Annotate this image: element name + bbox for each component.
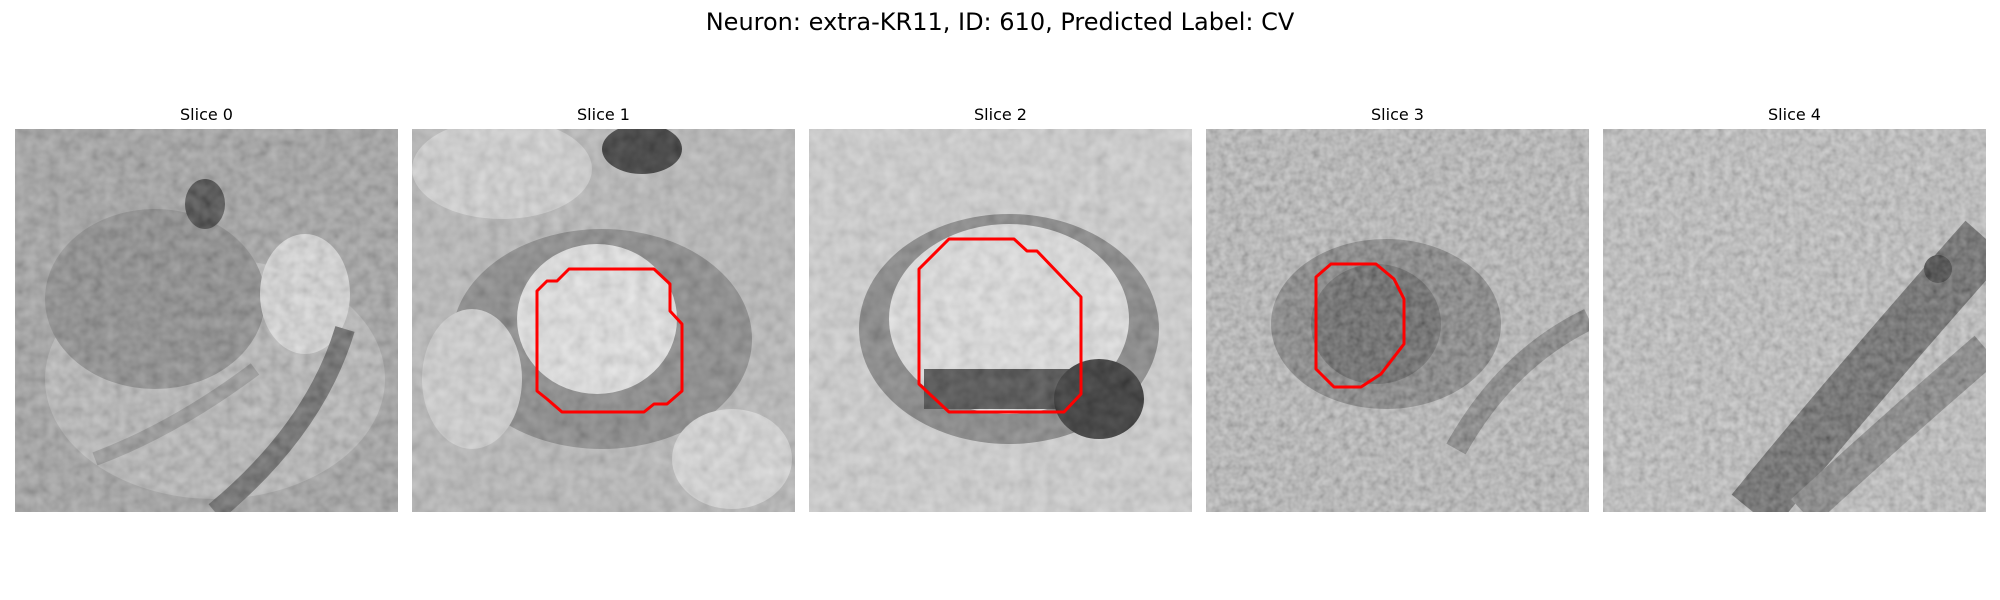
slice-title-1: Slice 1 [577, 105, 630, 124]
slice-title-4: Slice 4 [1768, 105, 1821, 124]
slice-title-2: Slice 2 [974, 105, 1027, 124]
slice-title-0: Slice 0 [180, 105, 233, 124]
cell-contour [1314, 262, 1406, 389]
slice-panel-2: Slice 2 [809, 105, 1192, 512]
cell-contour [535, 267, 684, 414]
slice-image-3 [1206, 129, 1589, 512]
slice-panel-0: Slice 0 [15, 105, 398, 512]
slice-panel-4: Slice 4 [1603, 105, 1986, 512]
slice-image-1 [412, 129, 795, 512]
figure-title: Neuron: extra-KR11, ID: 610, Predicted L… [705, 8, 1295, 36]
slice-title-3: Slice 3 [1371, 105, 1424, 124]
slice-panel-3: Slice 3 [1206, 105, 1589, 512]
slice-panel-1: Slice 1 [412, 105, 795, 512]
slice-image-0 [15, 129, 398, 512]
cell-contour [917, 237, 1083, 414]
slice-image-4 [1603, 129, 1986, 512]
slice-image-2 [809, 129, 1192, 512]
